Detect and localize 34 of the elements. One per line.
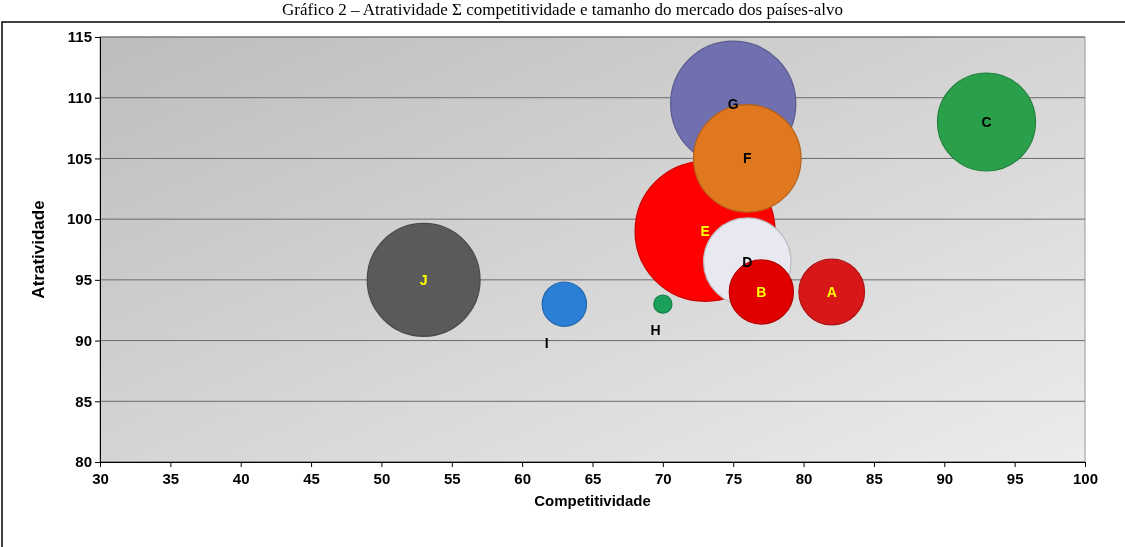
x-tick-label: 90 — [936, 469, 954, 487]
x-tick-label: 35 — [162, 469, 180, 487]
x-tick-label: 40 — [232, 469, 250, 487]
x-tick-label: 50 — [373, 469, 391, 487]
x-tick-label: 65 — [584, 469, 602, 487]
series-label: B — [756, 284, 767, 300]
x-tick-label: 100 — [1072, 469, 1099, 487]
series-label: F — [743, 150, 752, 167]
x-tick-label: 30 — [92, 469, 109, 487]
x-tick-label: 75 — [725, 469, 743, 487]
y-tick-label: 105 — [66, 149, 92, 167]
x-tick-label: 85 — [866, 469, 883, 487]
series-label: E — [700, 223, 710, 240]
series-label: H — [650, 322, 661, 339]
y-tick-label: 80 — [75, 453, 92, 471]
x-tick-label: 45 — [303, 469, 320, 487]
y-tick-label: 85 — [75, 392, 92, 410]
y-tick-label: 95 — [75, 271, 92, 289]
x-axis-title: Competitividade — [534, 492, 651, 509]
x-tick-label: 70 — [655, 469, 672, 487]
y-tick-label: 90 — [75, 331, 92, 349]
y-tick-label: 110 — [67, 89, 92, 107]
chart-title: Gráfico 2 – Atratividade Σ competitividade e tamanho do mercado dos países-alvo — [282, 0, 843, 19]
y-tick-label: 115 — [67, 28, 92, 46]
series-label: C — [981, 114, 992, 130]
series-label: J — [419, 271, 428, 288]
x-tick-label: 80 — [795, 469, 813, 487]
series-label: A — [826, 284, 837, 300]
series-label: I — [544, 335, 549, 352]
y-axis-title: Atratividade — [29, 200, 48, 299]
y-tick-label: 100 — [66, 210, 92, 228]
x-tick-label: 60 — [514, 469, 531, 487]
x-tick-label: 55 — [443, 469, 461, 487]
x-tick-label: 95 — [1006, 469, 1024, 487]
